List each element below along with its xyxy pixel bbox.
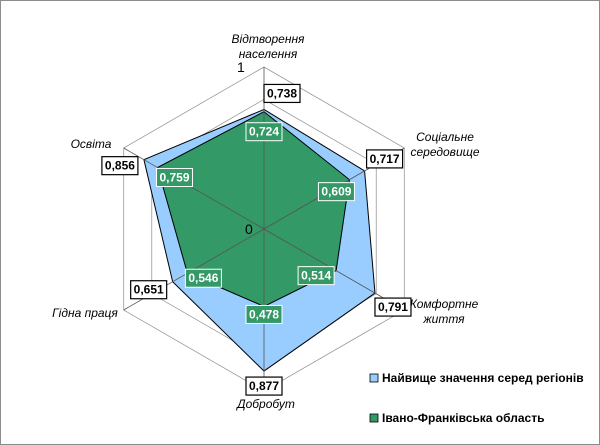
data-label-box — [365, 149, 404, 169]
legend-swatch — [369, 373, 379, 383]
data-label-box — [317, 182, 355, 202]
data-label-box — [245, 122, 283, 142]
data-label-max: 0,651 — [134, 283, 164, 297]
category-label: середовище — [410, 145, 479, 159]
data-label-region: 0,478 — [249, 307, 279, 321]
category-label: Добробут — [235, 397, 295, 411]
data-label-region: 0,759 — [159, 171, 189, 185]
data-label-box — [297, 266, 335, 286]
data-label-box — [245, 376, 283, 396]
category-label: Освіта — [71, 137, 112, 151]
data-label-max: 0,717 — [370, 152, 400, 166]
data-label-region: 0,724 — [249, 125, 279, 139]
data-label-box — [101, 156, 139, 176]
data-label-box — [156, 168, 194, 188]
legend-label: Івано-Франківська область — [382, 411, 544, 425]
category-label: населення — [239, 47, 298, 61]
category-label: життя — [422, 312, 465, 326]
data-label-box — [130, 280, 168, 300]
data-label-max: 0,877 — [249, 379, 279, 393]
category-label: Комфортне — [410, 297, 479, 311]
data-label-box — [184, 268, 222, 288]
data-label-max: 0,856 — [105, 159, 135, 173]
axis-spoke — [123, 147, 265, 230]
category-label: Соціальне — [416, 130, 474, 144]
legend-label: Найвище значення серед регіонів — [382, 371, 584, 385]
data-label-box — [245, 304, 283, 324]
data-label-box — [263, 83, 301, 104]
legend-swatch — [369, 413, 379, 423]
category-label: Гідна праця — [52, 306, 118, 320]
data-label-region: 0,514 — [301, 269, 331, 283]
tick-label-max: 1 — [237, 59, 245, 75]
data-label-region: 0,546 — [188, 271, 218, 285]
data-label-max: 0,738 — [267, 86, 297, 100]
tick-label-min: 0 — [245, 221, 253, 237]
data-label-region: 0,609 — [321, 185, 351, 199]
category-label: Відтворення — [232, 32, 306, 46]
data-label-max: 0,791 — [378, 300, 408, 314]
data-label-box — [374, 297, 412, 317]
